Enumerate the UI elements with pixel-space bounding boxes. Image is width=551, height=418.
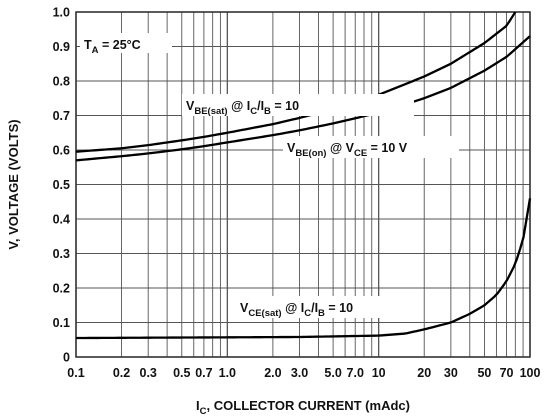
y-axis-title: V, VOLTAGE (VOLTS) [6,119,21,249]
x-tick-label: 5.0 [324,366,341,380]
y-tick-label: 0.8 [53,75,70,89]
y-tick-label: 0.3 [53,247,70,261]
series-label-bg [283,136,459,158]
y-tick-label: 0.1 [53,316,70,330]
x-tick-label: 70 [500,366,514,380]
x-tick-label: 3.0 [291,366,308,380]
series-line-2 [75,35,531,162]
x-tick-label: 7.0 [347,366,364,380]
x-tick-label: 2.0 [264,366,281,380]
x-tick-label: 20 [417,366,431,380]
x-tick-label: 50 [477,366,491,380]
y-tick-label: 0 [63,351,70,365]
series-label-bg [236,296,422,318]
x-tick-label: 0.1 [67,366,84,380]
annotation-temp: TA = 25°C [84,38,141,56]
x-tick-label: 100 [520,366,541,380]
y-tick-label: 0.6 [53,144,70,158]
y-tick-label: 0.9 [53,40,70,54]
labels: 00.10.20.30.40.50.60.70.80.91.00.1 0.2 0.3… [6,6,540,418]
annotation-bg [80,33,172,53]
curves [75,11,532,340]
x-tick-label: 30 [444,366,458,380]
x-axis-title: IC, COLLECTOR CURRENT (mAdc) [196,398,410,417]
series-line-1 [75,11,517,153]
y-tick-label: 0.7 [53,109,70,123]
series-label-2: VBE(on) @ VCE = 10 V [287,141,408,159]
y-tick-label: 0.4 [53,213,70,227]
x-tick-label: 1.0 [219,366,236,380]
series-label-3: VCE(sat) @ IC/IB = 10 [240,301,353,319]
x-tick-label: 0.7 [195,366,212,380]
series-line-3 [75,198,532,340]
series-label-bg [182,94,414,116]
y-tick-label: 0.2 [53,282,70,296]
x-tick-label: 0.3 [140,366,157,380]
x-tick-label: 0.5 [173,366,190,380]
y-tick-label: 0.5 [53,178,70,192]
x-tick-label: 10 [372,366,386,380]
series-label-1: VBE(sat) @ IC/IB = 10 [186,99,299,117]
x-tick-label: 0.2 [113,366,130,380]
y-tick-label: 1.0 [53,6,70,20]
plot-frame [75,11,531,358]
